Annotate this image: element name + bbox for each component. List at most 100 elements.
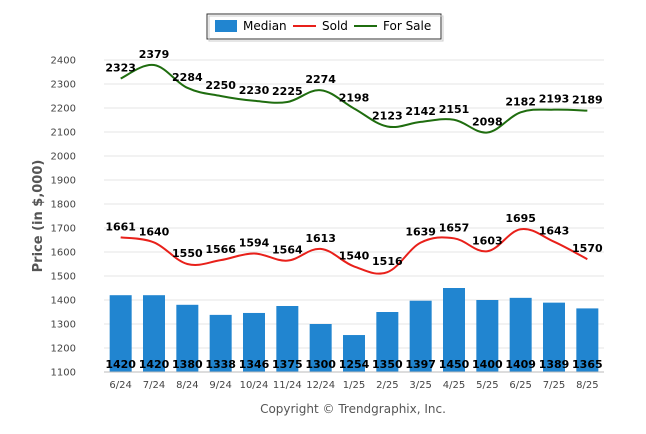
median-data-label: 1365 — [572, 358, 603, 371]
y-tick-label: 1800 — [51, 200, 76, 211]
y-tick-label: 1900 — [51, 176, 76, 187]
median-bar — [576, 308, 599, 372]
y-tick-label: 1100 — [51, 368, 76, 379]
for-sale-data-label: 2151 — [439, 103, 470, 116]
grid-lines — [104, 59, 604, 373]
median-data-label: 1346 — [239, 358, 270, 371]
median-bar — [143, 295, 165, 372]
for-sale-data-label: 2379 — [139, 48, 170, 61]
median-bar — [409, 300, 432, 372]
y-tick-label: 1400 — [51, 296, 76, 307]
sold-data-label: 1594 — [239, 236, 270, 249]
for-sale-data-label: 2323 — [105, 61, 136, 74]
for-sale-data-label: 2142 — [405, 105, 436, 118]
y-tick-label: 2400 — [51, 56, 76, 67]
y-tick-label: 1500 — [51, 272, 76, 283]
median-data-label: 1300 — [305, 358, 336, 371]
median-data-label: 1389 — [539, 358, 570, 371]
median-data-label: 1409 — [505, 358, 536, 371]
for-sale-data-label: 2198 — [339, 91, 370, 104]
median-bar — [476, 300, 499, 372]
median-bar — [176, 304, 199, 372]
y-tick-label: 2300 — [51, 80, 76, 91]
x-tick-label: 5/25 — [476, 380, 498, 391]
median-bars — [109, 288, 599, 372]
for-sale-line — [120, 64, 588, 134]
x-tick-label: 7/24 — [143, 380, 165, 391]
sold-data-label: 1643 — [539, 225, 570, 238]
x-tick-label: 1/25 — [343, 380, 365, 391]
y-axis-label: Price (in $,000) — [31, 160, 46, 273]
median-data-label: 1254 — [339, 358, 370, 371]
sold-data-label: 1516 — [372, 255, 403, 268]
y-tick-label: 2200 — [51, 104, 76, 115]
y-axis-ticks: 1100 1200 1300 1400 1500 1600 1700 1800 1900 2000… — [51, 56, 76, 379]
for-sale-data-label: 2225 — [272, 85, 303, 98]
x-tick-label: 12/24 — [306, 380, 335, 391]
legend-for-sale-label: For Sale — [383, 19, 431, 33]
legend-shadow — [208, 15, 444, 42]
series-lines — [120, 64, 588, 275]
sold-data-label: 1661 — [105, 220, 136, 233]
sold-data-label: 1550 — [172, 247, 203, 260]
sold-data-label: 1695 — [505, 212, 536, 225]
for-sale-data-label: 2274 — [305, 73, 336, 86]
x-tick-label: 11/24 — [273, 380, 302, 391]
x-tick-label: 6/25 — [509, 380, 531, 391]
median-data-label: 1420 — [139, 358, 170, 371]
median-bar — [443, 288, 465, 372]
median-data-label: 1420 — [105, 358, 136, 371]
legend: Median Sold For Sale — [206, 13, 444, 42]
legend-sold-label: Sold — [322, 19, 348, 33]
y-tick-label: 2000 — [51, 152, 76, 163]
y-tick-label: 1700 — [51, 224, 76, 235]
sold-data-label: 1657 — [439, 221, 470, 234]
sold-data-label: 1540 — [339, 249, 370, 262]
median-data-label: 1380 — [172, 358, 203, 371]
median-data-label: 1450 — [439, 358, 470, 371]
legend-median-swatch — [215, 20, 237, 32]
for-sale-data-label: 2098 — [472, 115, 503, 128]
median-bar — [276, 306, 299, 372]
x-tick-label: 9/24 — [209, 380, 231, 391]
for-sale-data-label: 2123 — [372, 109, 403, 122]
x-tick-label: 2/25 — [376, 380, 398, 391]
copyright-text: Copyright © Trendgraphix, Inc. — [260, 402, 446, 416]
median-data-label: 1350 — [372, 358, 403, 371]
for-sale-data-label: 2182 — [505, 95, 536, 108]
x-tick-label: 3/25 — [409, 380, 431, 391]
median-bar — [343, 335, 365, 372]
y-tick-label: 1200 — [51, 344, 76, 355]
sold-data-label: 1570 — [572, 242, 603, 255]
sold-data-label: 1639 — [405, 226, 436, 239]
for-sale-data-label: 2189 — [572, 94, 603, 107]
median-bar — [109, 295, 132, 372]
median-bar — [309, 324, 332, 372]
median-data-label: 1400 — [472, 358, 503, 371]
x-tick-label: 8/25 — [576, 380, 598, 391]
sold-data-label: 1603 — [472, 234, 503, 247]
median-data-label: 1338 — [205, 358, 236, 371]
for-sale-data-label: 2193 — [539, 93, 570, 106]
x-tick-label: 8/24 — [176, 380, 198, 391]
x-axis-ticks: 6/24 7/24 8/24 9/24 10/24 11/24 12/24 1/25 2/25 3… — [109, 380, 598, 391]
legend-box — [206, 13, 442, 40]
sold-data-label: 1613 — [305, 232, 336, 245]
x-tick-label: 4/25 — [443, 380, 465, 391]
sold-line — [120, 228, 588, 275]
median-bar — [509, 297, 532, 372]
y-tick-label: 1600 — [51, 248, 76, 259]
median-bar — [543, 302, 565, 372]
legend-median-label: Median — [243, 19, 287, 33]
sold-data-label: 1566 — [205, 243, 236, 256]
x-tick-label: 10/24 — [240, 380, 269, 391]
y-tick-label: 2100 — [51, 128, 76, 139]
median-bar — [209, 314, 232, 372]
for-sale-data-label: 2284 — [172, 71, 203, 84]
sold-data-label: 1640 — [139, 225, 170, 238]
sold-data-label: 1564 — [272, 244, 303, 257]
y-tick-label: 1300 — [51, 320, 76, 331]
x-tick-label: 6/24 — [109, 380, 131, 391]
